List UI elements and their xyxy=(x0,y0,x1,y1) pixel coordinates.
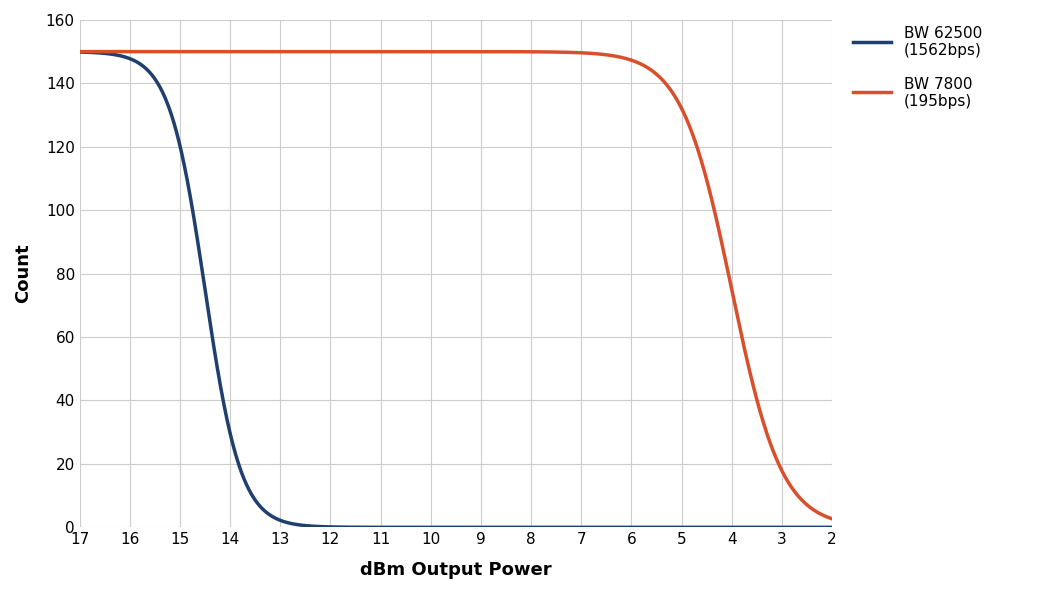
BW 7800
(195bps) xyxy=(826,515,838,522)
BW 7800
(195bps) xyxy=(666,88,678,95)
BW 7800
(195bps) xyxy=(74,48,86,55)
BW 7800
(195bps) xyxy=(111,48,124,55)
BW 7800
(195bps) xyxy=(439,48,451,55)
BW 62500
(1562bps) xyxy=(804,524,816,531)
BW 62500
(1562bps) xyxy=(111,52,124,59)
BW 62500
(1562bps) xyxy=(74,49,86,56)
Legend: BW 62500
(1562bps), BW 7800
(195bps): BW 62500 (1562bps), BW 7800 (195bps) xyxy=(847,20,988,115)
Line: BW 7800
(195bps): BW 7800 (195bps) xyxy=(80,52,832,519)
Line: BW 62500
(1562bps): BW 62500 (1562bps) xyxy=(80,52,832,527)
BW 7800
(195bps) xyxy=(804,503,816,511)
BW 62500
(1562bps) xyxy=(419,524,432,531)
BW 7800
(195bps) xyxy=(419,48,432,55)
BW 62500
(1562bps) xyxy=(804,524,816,531)
BW 62500
(1562bps) xyxy=(439,524,451,531)
Y-axis label: Count: Count xyxy=(14,244,32,304)
BW 7800
(195bps) xyxy=(804,504,816,511)
BW 62500
(1562bps) xyxy=(666,524,678,531)
BW 62500
(1562bps) xyxy=(826,524,838,531)
X-axis label: dBm Output Power: dBm Output Power xyxy=(360,561,551,579)
